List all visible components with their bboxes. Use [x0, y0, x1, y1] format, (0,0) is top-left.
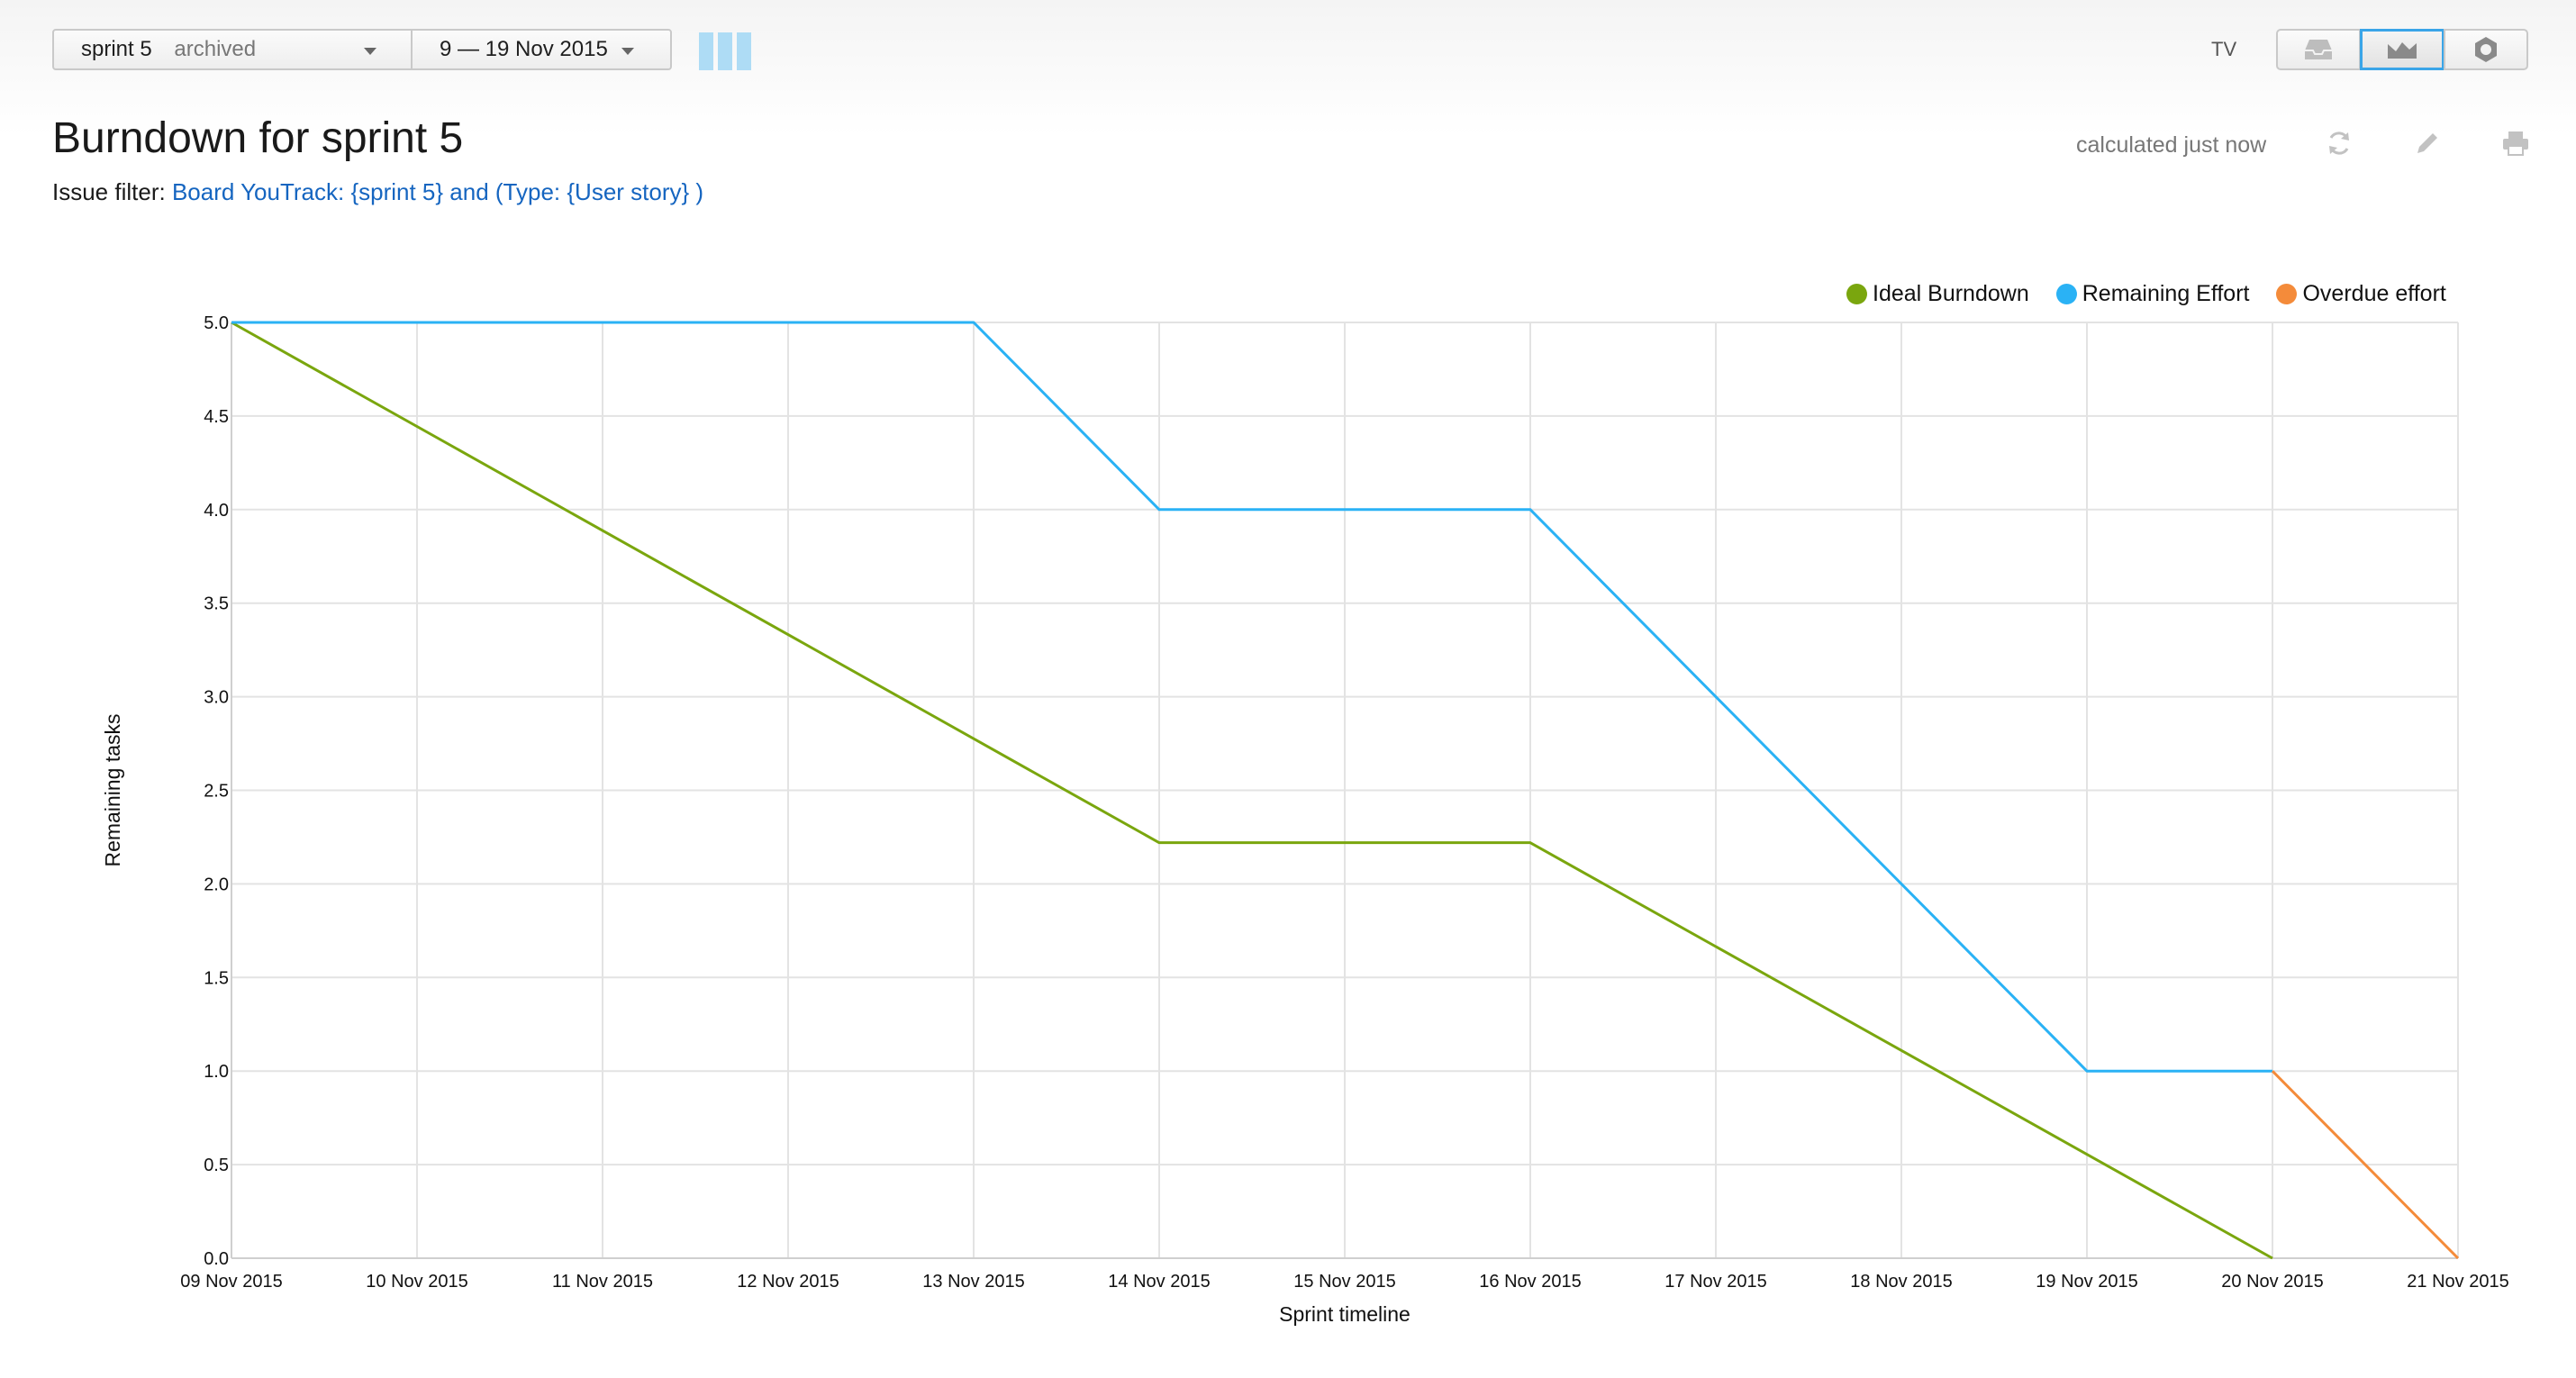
- print-icon[interactable]: [2500, 128, 2531, 159]
- legend-item-overdue[interactable]: Overdue effort: [2276, 281, 2446, 307]
- burndown-view-button[interactable]: [2360, 29, 2444, 70]
- x-tick-label: 17 Nov 2015: [1664, 1272, 1766, 1292]
- date-range-label: 9 — 19 Nov 2015: [440, 37, 608, 61]
- legend-dot-ideal: [1846, 284, 1867, 304]
- issue-filter: Issue filter: Board YouTrack: {sprint 5}…: [52, 178, 703, 206]
- series-line-2: [2271, 1070, 2460, 1260]
- x-tick-label: 11 Nov 2015: [552, 1272, 653, 1292]
- x-axis-title: Sprint timeline: [1279, 1302, 1410, 1326]
- x-tick-label: 13 Nov 2015: [922, 1272, 1024, 1292]
- series-line-0: [231, 321, 2273, 1260]
- edit-icon[interactable]: [2412, 128, 2441, 159]
- chart-legend: Ideal Burndown Remaining Effort Overdue …: [1846, 281, 2446, 307]
- burndown-chart-icon: [2388, 42, 2417, 59]
- x-tick-label: 21 Nov 2015: [2407, 1272, 2508, 1292]
- legend-dot-remaining: [2055, 284, 2077, 304]
- legend-label-overdue: Overdue effort: [2302, 281, 2446, 306]
- y-tick-label: 1.5: [204, 968, 229, 988]
- inbox-view-button[interactable]: [2276, 29, 2361, 70]
- series-line-1: [231, 321, 2272, 1073]
- x-tick-label: 20 Nov 2015: [2221, 1272, 2323, 1292]
- chevron-down-icon: [364, 48, 376, 55]
- y-tick-label: 4.5: [204, 407, 229, 427]
- legend-label-ideal: Ideal Burndown: [1873, 281, 2029, 306]
- tv-mode-link[interactable]: TV: [2211, 38, 2237, 60]
- y-tick-label: 4.0: [204, 501, 229, 521]
- issue-filter-link[interactable]: Board YouTrack: {sprint 5} and (Type: {U…: [171, 178, 704, 205]
- y-tick-label: 1.0: [204, 1062, 229, 1082]
- y-tick-label: 3.0: [204, 688, 229, 708]
- issue-filter-label: Issue filter:: [52, 178, 166, 205]
- y-tick-label: 2.5: [204, 782, 229, 802]
- sprint-name: sprint 5: [81, 37, 152, 61]
- x-tick-label: 18 Nov 2015: [1850, 1272, 1952, 1292]
- y-axis-title: Remaining tasks: [101, 713, 124, 866]
- sprint-select[interactable]: sprint 5 archived: [52, 29, 413, 70]
- legend-item-ideal[interactable]: Ideal Burndown: [1846, 281, 2029, 307]
- y-tick-label: 2.0: [204, 875, 229, 894]
- settings-icon: [2475, 37, 2497, 62]
- legend-label-remaining: Remaining Effort: [2082, 281, 2250, 306]
- x-tick-label: 15 Nov 2015: [1293, 1272, 1395, 1292]
- x-tick-label: 10 Nov 2015: [366, 1272, 467, 1292]
- board-icon[interactable]: [699, 32, 751, 70]
- y-tick-label: 0.5: [204, 1156, 229, 1175]
- x-tick-label: 14 Nov 2015: [1108, 1272, 1210, 1292]
- y-tick-label: 3.5: [204, 594, 229, 614]
- y-tick-label: 5.0: [204, 313, 229, 333]
- x-tick-label: 16 Nov 2015: [1479, 1272, 1581, 1292]
- chevron-down-icon: [621, 48, 634, 55]
- page-title: Burndown for sprint 5: [52, 114, 464, 162]
- refresh-icon[interactable]: [2324, 128, 2354, 159]
- x-tick-label: 12 Nov 2015: [737, 1272, 839, 1292]
- calculated-status: calculated just now: [2076, 132, 2267, 158]
- legend-dot-overdue: [2276, 284, 2298, 304]
- x-tick-label: 19 Nov 2015: [2036, 1272, 2137, 1292]
- sprint-status: archived: [174, 37, 257, 61]
- x-tick-label: 09 Nov 2015: [180, 1272, 282, 1292]
- settings-view-button[interactable]: [2444, 29, 2528, 70]
- y-tick-label: 0.0: [204, 1249, 229, 1269]
- date-range-select[interactable]: 9 — 19 Nov 2015: [411, 29, 672, 70]
- legend-item-remaining[interactable]: Remaining Effort: [2055, 281, 2250, 307]
- inbox-icon: [2305, 40, 2332, 59]
